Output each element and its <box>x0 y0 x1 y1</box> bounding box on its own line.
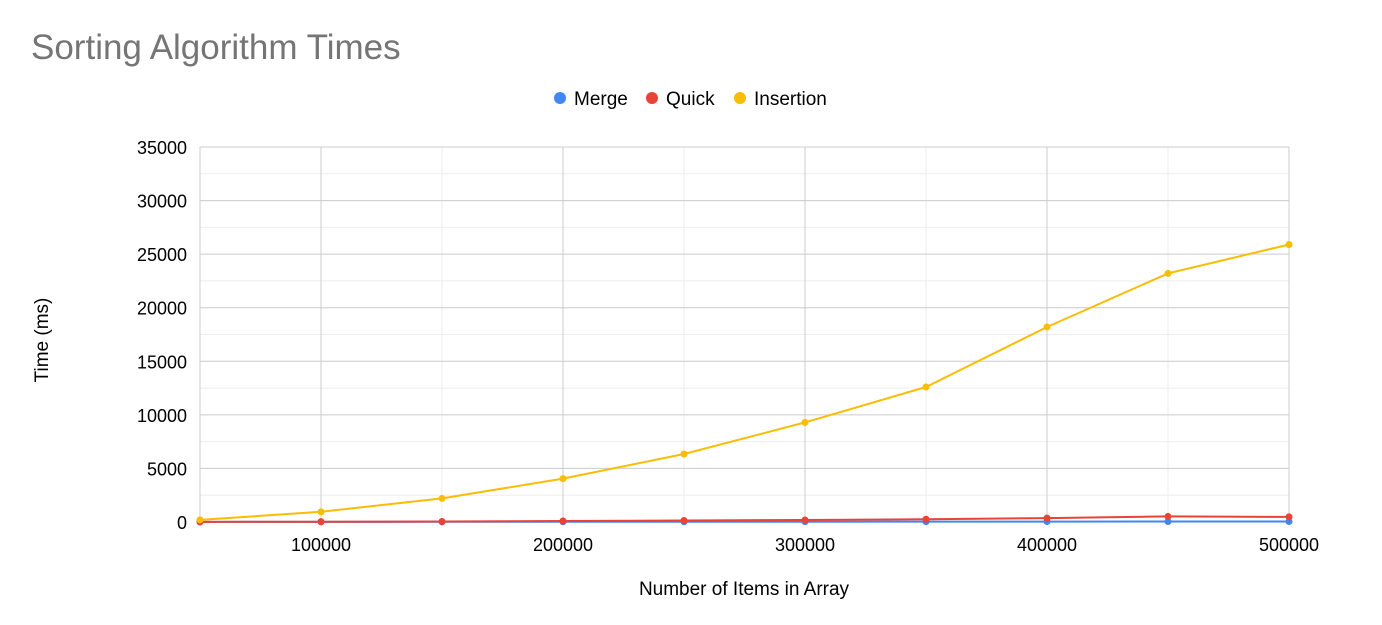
data-point-quick <box>1285 513 1293 521</box>
data-point-insertion <box>922 383 930 391</box>
minor-gridlines <box>200 147 1289 522</box>
data-point-insertion <box>317 508 325 516</box>
y-tick-label: 5000 <box>147 459 187 479</box>
data-point-quick <box>922 515 930 523</box>
x-axis-ticks: 100000 200000 300000 400000 500000 <box>291 535 1319 555</box>
series-line-insertion <box>199 243 1290 521</box>
y-tick-label: 15000 <box>137 352 187 372</box>
data-point-insertion <box>438 494 446 502</box>
x-tick-label: 100000 <box>291 535 351 555</box>
legend-marker-merge <box>554 92 566 104</box>
legend-marker-quick <box>646 92 658 104</box>
y-axis-label: Time (ms) <box>32 298 53 383</box>
series-line-quick <box>199 515 1290 523</box>
y-tick-label: 10000 <box>137 406 187 426</box>
data-point-merge <box>1164 518 1172 526</box>
series-points <box>196 241 1293 526</box>
data-point-insertion <box>1164 269 1172 277</box>
x-tick-label: 200000 <box>533 535 593 555</box>
legend-label-merge: Merge <box>574 89 628 110</box>
data-point-quick <box>317 518 325 526</box>
x-axis-label: Number of Items in Array <box>639 579 850 600</box>
legend-label-quick: Quick <box>666 89 715 110</box>
y-axis-ticks: 0 5000 10000 15000 20000 25000 30000 35000 <box>137 138 187 533</box>
data-point-quick <box>559 517 567 525</box>
data-point-insertion <box>680 450 688 458</box>
y-tick-label: 25000 <box>137 245 187 265</box>
legend-marker-insertion <box>734 92 746 104</box>
x-tick-label: 400000 <box>1017 535 1077 555</box>
data-point-insertion <box>1285 241 1293 248</box>
legend: Merge Quick Insertion <box>554 89 827 110</box>
chart-title: Sorting Algorithm Times <box>31 28 401 67</box>
major-gridlines <box>199 146 1290 523</box>
y-tick-label: 0 <box>177 513 187 533</box>
data-point-insertion <box>801 418 809 426</box>
y-tick-label: 30000 <box>137 192 187 212</box>
y-tick-label: 20000 <box>137 299 187 319</box>
data-point-quick <box>1043 514 1051 522</box>
data-point-insertion <box>559 475 567 483</box>
series-lines <box>199 243 1290 523</box>
x-tick-label: 500000 <box>1259 535 1319 555</box>
data-point-insertion <box>1043 323 1051 331</box>
legend-label-insertion: Insertion <box>754 89 827 110</box>
data-point-quick <box>680 517 688 524</box>
data-point-quick <box>438 517 446 525</box>
data-point-quick <box>801 516 809 524</box>
y-tick-label: 35000 <box>137 138 187 158</box>
data-point-quick <box>1164 512 1172 520</box>
x-tick-label: 300000 <box>775 535 835 555</box>
data-point-insertion <box>196 516 204 524</box>
